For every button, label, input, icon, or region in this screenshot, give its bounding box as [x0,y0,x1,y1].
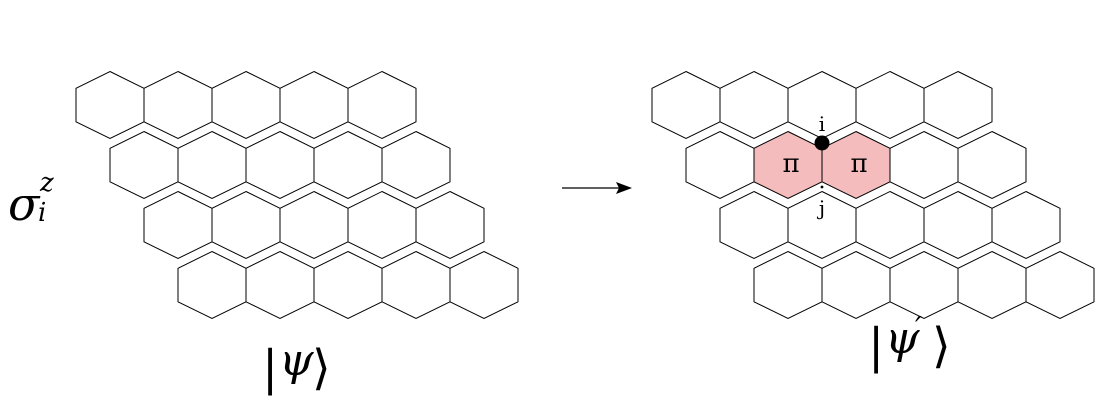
lattice-right [651,70,1095,320]
hexagon-plaquette [889,250,959,320]
arrow-icon [562,182,632,194]
site-i-label: i [819,112,825,136]
lattice-left [75,70,519,320]
left-ket: | ψ ⟩ [262,335,331,396]
operator-label: σ z i [8,168,54,231]
site-j-label: j [817,196,825,220]
flux-markers: π π i j [782,112,867,220]
hexagon-plaquette [313,130,383,200]
right-ket: | ψ ′ ⟩ [868,311,951,374]
right-ket-psi: ψ [885,313,920,364]
left-ket-bracket: ⟩ [312,340,331,396]
hexagon-plaquette [143,190,213,260]
operator-superscript: z [39,168,54,198]
flux-label-right: π [850,149,867,179]
left-ket-psi: ψ [279,335,314,386]
operator-subscript: i [38,198,46,228]
hexagon-plaquette [211,190,281,260]
hexagon-plaquette [957,130,1027,200]
hexagon-plaquette [923,190,993,260]
flux-label-left: π [782,149,799,179]
hexagon-plaquette [719,70,789,140]
site-i-dot [814,135,830,151]
right-ket-bar: | [868,318,884,374]
operator-symbol: σ [8,177,41,231]
hexagon-plaquette [279,70,349,140]
hexagon-plaquette [211,70,281,140]
hexagon-plaquette [143,70,213,140]
hexagon-plaquette [415,190,485,260]
hexagon-plaquette [245,250,315,320]
hexagon-plaquette [313,250,383,320]
hexagon-plaquette [651,70,721,140]
left-ket-bar: | [262,340,278,396]
hexagon-plaquette [381,250,451,320]
hexagon-plaquette [177,130,247,200]
hexagon-plaquette [991,190,1061,260]
right-ket-prime: ′ [915,311,922,346]
hexagon-plaquette [855,70,925,140]
hexagon-plaquette [449,250,519,320]
hexagon-plaquette [75,70,145,140]
hexagon-plaquette [347,190,417,260]
hexagon-plaquette [347,70,417,140]
hexagon-plaquette [923,70,993,140]
hexagon-plaquette [177,250,247,320]
hexagon-plaquette [753,250,823,320]
hexagon-plaquette [855,190,925,260]
site-j-dot [820,185,824,189]
hexagon-plaquette [109,130,179,200]
hexagon-plaquette [245,130,315,200]
hexagon-plaquette [685,130,755,200]
hexagon-plaquette [1025,250,1095,320]
hexagon-plaquette [889,130,959,200]
hexagon-plaquette [719,190,789,260]
hexagon-plaquette [279,190,349,260]
right-ket-bracket: ⟩ [932,318,951,374]
hexagon-plaquette [957,250,1027,320]
hexagon-plaquette [821,250,891,320]
hexagon-plaquette [381,130,451,200]
